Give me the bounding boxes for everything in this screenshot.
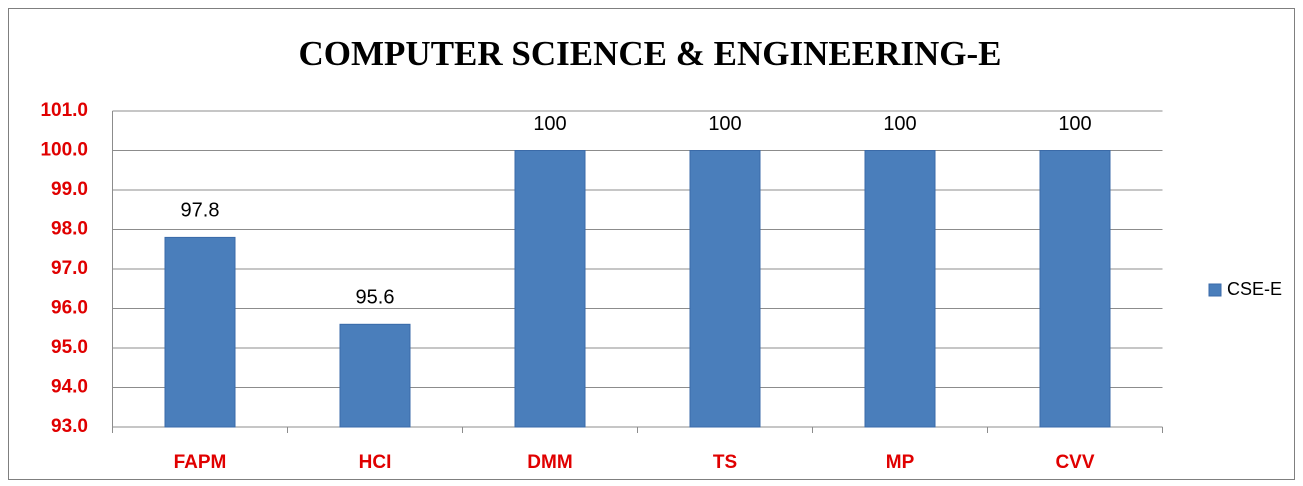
x-tick-label: TS [713,452,737,473]
value-label: 100 [883,113,916,135]
y-tick-label: 93.0 [51,416,88,437]
value-label: 100 [708,113,741,135]
bar [339,323,411,428]
bar [164,236,236,428]
x-tick-label: MP [886,452,915,473]
y-tick-label: 101.0 [40,100,88,121]
bar [1039,150,1111,428]
y-tick-label: 99.0 [51,179,88,200]
chart-title: COMPUTER SCIENCE & ENGINEERING-E [299,34,1002,73]
bar [689,150,761,428]
y-tick-label: 96.0 [51,298,88,319]
x-tick-label: HCI [359,452,392,473]
y-tick-label: 100.0 [40,140,88,161]
value-label: 100 [1058,113,1091,135]
y-tick-label: 97.0 [51,258,88,279]
y-tick-label: 94.0 [51,377,88,398]
bar [514,150,586,428]
value-label: 95.6 [356,287,395,309]
value-label: 97.8 [181,200,220,222]
x-tick-label: FAPM [174,452,227,473]
y-tick-label: 95.0 [51,337,88,358]
y-tick-label: 98.0 [51,219,88,240]
bar [864,150,936,428]
legend-swatch [1208,283,1222,297]
x-tick-label: DMM [527,452,572,473]
value-label: 100 [533,113,566,135]
legend-label: CSE-E [1227,279,1282,299]
x-tick-label: CVV [1055,452,1094,473]
